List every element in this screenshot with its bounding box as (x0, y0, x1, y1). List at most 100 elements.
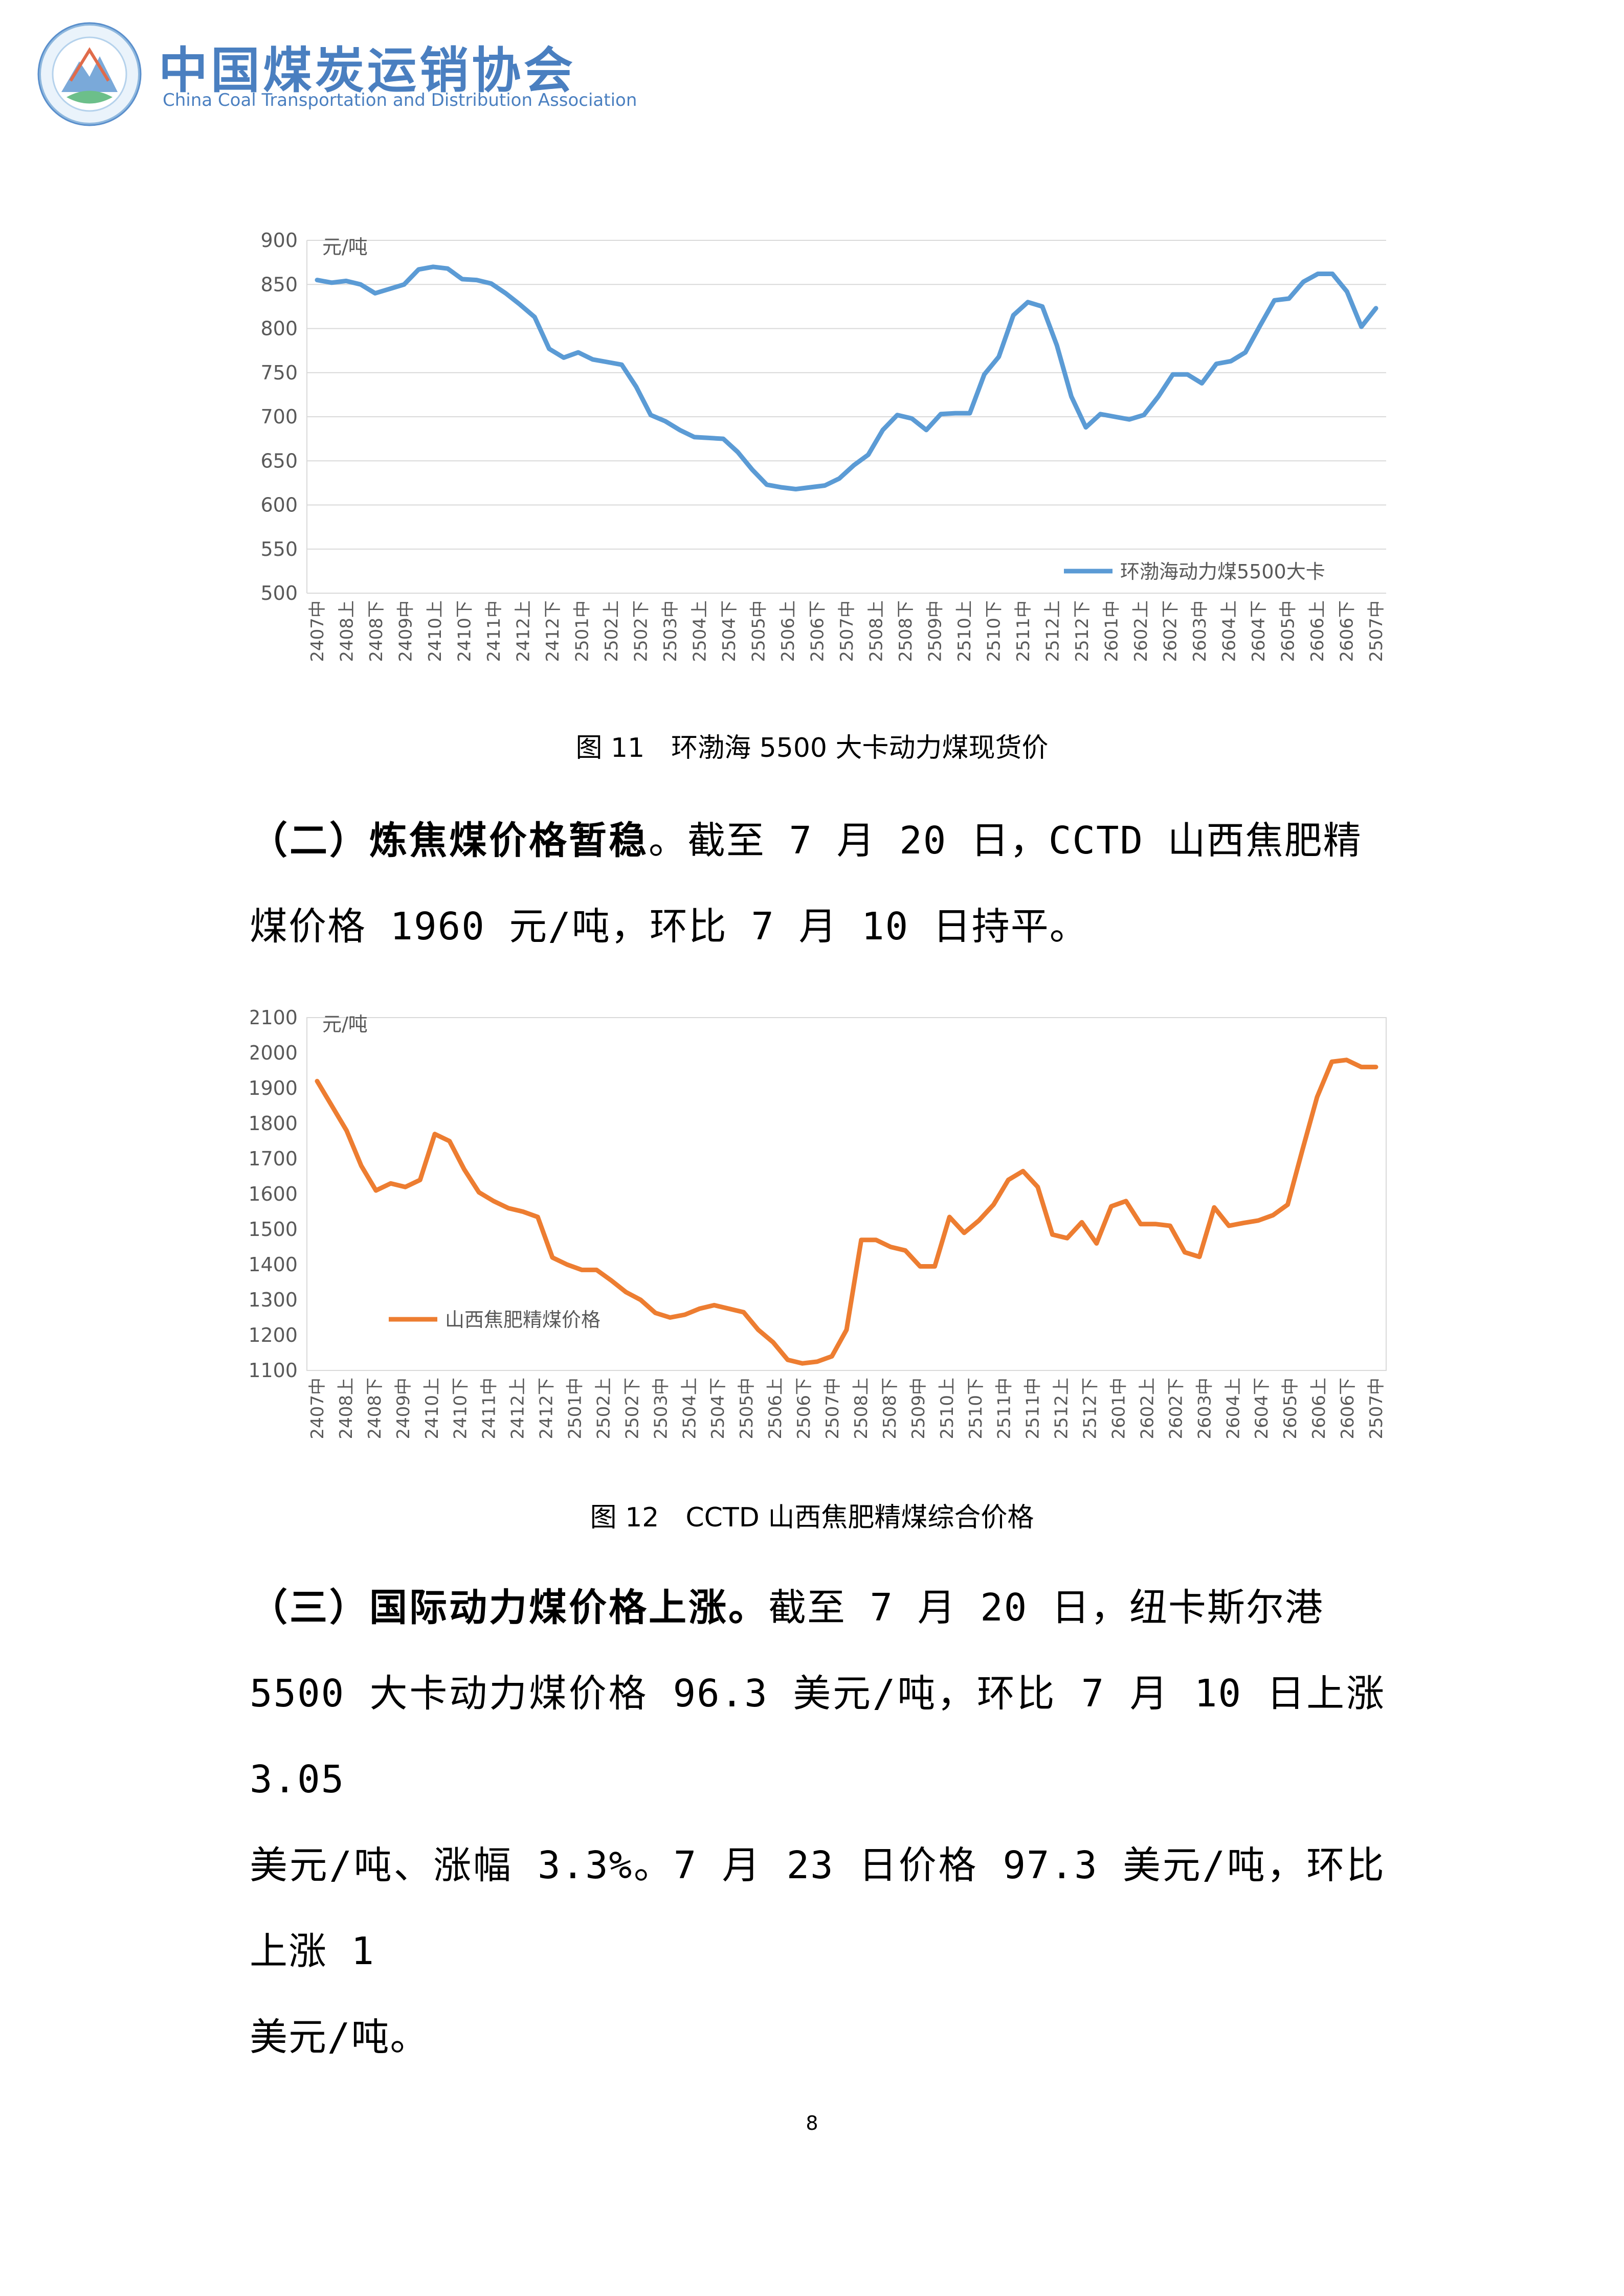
x-tick-label: 2604下 (1249, 600, 1269, 662)
y-tick-label: 750 (260, 362, 298, 384)
x-tick-label: 2409中 (393, 1378, 414, 1439)
paragraph-line: 美元/吨、涨幅 3.3%。7 月 23 日价格 97.3 美元/吨，环比上涨 1 (250, 1843, 1385, 1973)
x-tick-label: 2503中 (660, 600, 681, 662)
y-unit-label: 元/吨 (322, 1013, 368, 1036)
x-tick-label: 2407中 (307, 1378, 328, 1439)
y-tick-label: 600 (260, 494, 298, 516)
x-tick-label: 2412上 (508, 1378, 528, 1439)
y-tick-label: 900 (260, 229, 298, 252)
paragraph-text: 截至 7 月 20 日，纽卡斯尔港 (768, 1586, 1324, 1630)
x-tick-label: 2502下 (631, 600, 652, 662)
x-tick-label: 2409中 (396, 600, 416, 662)
x-tick-label: 2502上 (602, 600, 622, 662)
y-tick-label: 550 (260, 538, 298, 560)
x-tick-label: 2603中 (1194, 1378, 1215, 1439)
x-tick-label: 2504下 (708, 1378, 728, 1439)
x-tick-label: 2604上 (1223, 1378, 1243, 1439)
x-tick-label: 2506上 (778, 600, 798, 662)
chart-coking-coal-price: 2100 2000 1900 1800 1700 1600 1500 1400 1300 1200… (251, 1006, 1387, 1439)
page-number: 8 (806, 2112, 818, 2134)
x-tick-label: 2410下 (451, 1378, 471, 1439)
y-tick-label: 800 (260, 318, 298, 340)
plot-frame (306, 1017, 1387, 1371)
y-tick-label: 700 (260, 406, 298, 428)
figure-caption-11: 图 11 环渤海 5500 大卡动力煤现货价 (575, 733, 1049, 763)
x-tick-label: 2412下 (537, 1378, 557, 1439)
x-tick-label: 2604上 (1219, 600, 1240, 662)
x-tick-label: 2412下 (543, 600, 563, 662)
association-seal-icon (37, 22, 142, 126)
y-tick-label: 500 (260, 582, 298, 604)
x-tick-label: 2511中 (994, 1378, 1015, 1439)
y-tick-label: 1500 (251, 1218, 298, 1241)
x-tick-label: 2408下 (366, 600, 387, 662)
x-tick-label: 2506下 (794, 1378, 814, 1439)
y-tick-label: 1300 (251, 1289, 298, 1311)
x-tick-label: 2505中 (737, 1378, 757, 1439)
chart-thermal-coal-price: 900 850 800 750 700 650 600 550 500 元/吨 2407中 2408上… (260, 229, 1387, 662)
x-tick-label: 2504上 (679, 1378, 700, 1439)
org-name-cn: 中国煤炭运销协会 (159, 41, 576, 99)
paragraph-line: 煤价格 1960 元/吨，环比 7 月 10 日持平。 (250, 905, 1088, 949)
org-name-en: China Coal Transportation and Distributi… (163, 90, 637, 110)
x-tick-label: 2512上 (1052, 1378, 1072, 1439)
x-tick-label: 2606下 (1338, 1378, 1358, 1439)
x-tick-label: 2504上 (690, 600, 710, 662)
y-tick-label: 1100 (251, 1359, 298, 1382)
x-tick-label: 2501中 (565, 1378, 586, 1439)
y-tick-label: 1600 (251, 1183, 298, 1205)
series-line (315, 264, 1378, 491)
y-tick-label: 2000 (251, 1042, 298, 1064)
x-tick-label: 2503中 (651, 1378, 671, 1439)
paragraph-line: 美元/吨。 (250, 2015, 429, 2059)
x-tick-label: 2508下 (880, 1378, 900, 1439)
x-tick-label: 2602上 (1137, 1378, 1158, 1439)
x-tick-label: 2411中 (479, 1378, 500, 1439)
paragraph-coking-coal: （二）炼焦煤价格暂稳。截至 7 月 20 日，CCTD 山西焦肥精 煤价格 19… (250, 798, 1385, 970)
x-tick-label: 2504下 (719, 600, 740, 662)
y-tick-label: 1400 (251, 1253, 298, 1276)
x-tick-label: 2505中 (749, 600, 769, 662)
x-tick-label: 2601中 (1108, 1378, 1129, 1439)
paragraph-international-coal: （三）国际动力煤价格上涨。截至 7 月 20 日，纽卡斯尔港 5500 大卡动力… (250, 1565, 1385, 2080)
x-tick-label: 2511中 (1023, 1378, 1043, 1439)
y-tick-label: 1800 (251, 1112, 298, 1135)
x-tick-label: 2412上 (514, 600, 534, 662)
x-tick-label: 2508上 (851, 1378, 872, 1439)
x-tick-label: 2508下 (896, 600, 916, 662)
x-tick-label: 2506下 (808, 600, 828, 662)
x-tick-label: 2506上 (765, 1378, 786, 1439)
x-tick-label: 2411中 (484, 600, 504, 662)
y-tick-label: 1900 (251, 1077, 298, 1099)
x-tick-label: 2408上 (337, 600, 358, 662)
x-tick-label: 2512下 (1080, 1378, 1101, 1439)
x-tick-label: 2407中 (307, 600, 328, 662)
x-tick-label: 2410下 (455, 600, 475, 662)
y-tick-label: 2100 (251, 1006, 298, 1029)
x-tick-label: 2603中 (1190, 600, 1210, 662)
x-tick-label: 2507中 (822, 1378, 843, 1439)
x-tick-label: 2510上 (954, 600, 975, 662)
paragraph-lead: （二）炼焦煤价格暂稳 (250, 819, 649, 863)
x-tick-label: 2410上 (425, 600, 446, 662)
x-tick-label: 2606上 (1307, 600, 1328, 662)
x-tick-label: 2507中 (1366, 600, 1387, 662)
x-tick-label: 2502上 (593, 1378, 614, 1439)
y-tick-label: 650 (260, 449, 298, 472)
x-tick-label: 2604下 (1252, 1378, 1272, 1439)
figure-caption-12: 图 12 CCTD 山西焦肥精煤综合价格 (590, 1502, 1034, 1533)
series-line (315, 1057, 1378, 1366)
x-tick-label: 2510上 (937, 1378, 958, 1439)
x-tick-label: 2602上 (1131, 600, 1151, 662)
paragraph-line: （三）国际动力煤价格上涨。截至 7 月 20 日，纽卡斯尔港 (250, 1565, 1385, 1651)
x-tick-label: 2606下 (1337, 600, 1358, 662)
header-logo-block: 中国煤炭运销协会 China Coal Transportation and D… (36, 20, 637, 128)
x-tick-label: 2511中 (1013, 600, 1034, 662)
x-tick-label: 2512上 (1043, 600, 1063, 662)
y-unit-label: 元/吨 (322, 236, 368, 258)
x-tick-label: 2605中 (1278, 600, 1299, 662)
paragraph-line: 5500 大卡动力煤价格 96.3 美元/吨，环比 7 月 10 日上涨 3.0… (250, 1672, 1385, 1802)
x-tick-label: 2410上 (422, 1378, 442, 1439)
x-tick-label: 2602下 (1161, 600, 1181, 662)
x-tick-label: 2408上 (336, 1378, 357, 1439)
